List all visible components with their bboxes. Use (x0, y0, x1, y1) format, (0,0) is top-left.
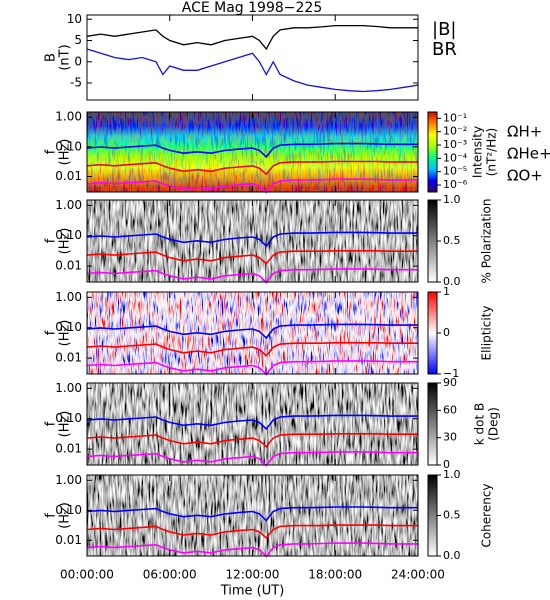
y-tick-label: 1.00 (55, 473, 82, 487)
y-tick-label: 0.10 (55, 411, 82, 425)
chart-title: ACE Mag 1998−225 (182, 0, 322, 16)
colorbar (427, 111, 438, 193)
colorbar-tick-label: −1 (443, 367, 459, 380)
colorbar-tick-label: 0 (443, 458, 450, 471)
plot-frame (86, 474, 419, 557)
colorbar-tick-label: 0.5 (443, 509, 461, 522)
gyrofrequency-line (86, 524, 418, 540)
gyrofrequency-line (86, 250, 418, 265)
gyrofrequency-line (86, 542, 418, 558)
colorbar-tick-label: 10⁻² (443, 125, 467, 138)
x-tick-label: 24:00:00 (391, 568, 445, 582)
y-tick-label: 5 (74, 33, 82, 47)
colorbar-label: Coherency (480, 483, 494, 547)
colorbar-label: Ellipticity (480, 306, 494, 361)
colorbar-label: k dot B (473, 403, 487, 445)
colorbar-label: (Deg) (487, 407, 501, 441)
gyrofrequency-line (86, 231, 418, 248)
colorbar-tick-label: 1.0 (443, 468, 461, 481)
colorbar-label: (nT²/Hz) (485, 128, 499, 176)
colorbar-tick-label: 0.0 (443, 549, 461, 562)
y-tick-label: 10 (67, 12, 82, 26)
colorbar-tick-label: 1.0 (443, 193, 461, 206)
gyrofrequency-line (86, 506, 418, 522)
colorbar-label: Intensity (471, 126, 485, 178)
y-tick-label: -5 (70, 76, 82, 90)
colorbar (427, 291, 438, 375)
legend-label: ΩHe+ (507, 145, 550, 163)
colorbar-tick-label: 0 (443, 326, 450, 339)
y-axis-label: (Hz) (58, 411, 73, 438)
y-tick-label: 0.01 (55, 442, 82, 456)
plot-frame (86, 382, 419, 466)
gyrofrequency-line (86, 160, 418, 176)
colorbar-tick-label: 30 (443, 431, 457, 444)
x-tick-label: 00:00:00 (60, 568, 114, 582)
colorbar-tick-label: 10⁻⁶ (443, 178, 468, 191)
y-tick-label: 1.00 (55, 381, 82, 395)
x-axis-label: Time (UT) (220, 584, 285, 599)
y-tick-label: 0.01 (55, 169, 82, 183)
plot-frame (86, 199, 419, 283)
y-axis-label: f (44, 149, 59, 154)
gyrofrequency-line (86, 142, 418, 159)
data-line (86, 24, 418, 51)
gyrofrequency-line (86, 268, 418, 284)
colorbar-tick-label: 1 (443, 285, 450, 298)
gyrofrequency-line (86, 414, 418, 431)
colorbar-tick-label: 10⁻⁵ (443, 165, 467, 178)
gyrofrequency-line (86, 178, 418, 194)
y-tick-label: 0.01 (55, 259, 82, 273)
y-axis-label: f (44, 421, 59, 426)
y-axis-label: (Hz) (58, 139, 73, 166)
colorbar-tick-label: 90 (443, 376, 457, 389)
legend-label: BR (432, 39, 457, 60)
gyrofrequency-line (86, 342, 418, 357)
x-tick-label: 12:00:00 (226, 568, 280, 582)
y-tick-label: 0.10 (55, 320, 82, 334)
colorbar (427, 199, 438, 283)
y-tick-label: 1.00 (55, 198, 82, 212)
y-tick-label: 0 (74, 54, 82, 68)
y-axis-label: f (44, 238, 59, 243)
legend-label: ΩO+ (507, 167, 543, 185)
gyrofrequency-line (86, 323, 418, 340)
colorbar-tick-label: 10⁻³ (443, 138, 467, 151)
colorbar (427, 474, 438, 557)
gyrofrequency-line (86, 433, 418, 448)
gyrofrequency-line (86, 360, 418, 376)
y-tick-label: 1.00 (55, 110, 82, 124)
y-tick-label: 0.01 (55, 351, 82, 365)
colorbar-tick-label: 0.0 (443, 275, 461, 288)
y-axis-label: (nT) (58, 44, 73, 70)
colorbar-tick-label: 10⁻¹ (443, 111, 467, 124)
colorbar-tick-label: 10⁻⁴ (443, 151, 468, 164)
y-axis-label: (Hz) (58, 502, 73, 529)
colorbar (427, 382, 438, 466)
y-tick-label: 0.10 (55, 503, 82, 517)
x-tick-label: 18:00:00 (308, 568, 362, 582)
plot-frame (86, 111, 419, 193)
y-axis-label: f (44, 513, 59, 518)
colorbar-tick-label: 0.5 (443, 234, 461, 247)
y-axis-label: (Hz) (58, 228, 73, 255)
plot-frame (86, 14, 419, 101)
x-tick-label: 06:00:00 (143, 568, 197, 582)
y-axis-label: (Hz) (58, 320, 73, 347)
y-tick-label: 1.00 (55, 290, 82, 304)
colorbar-label: % Polarization (480, 199, 494, 284)
legend-label: |B| (432, 19, 456, 40)
y-tick-label: 0.10 (55, 228, 82, 242)
y-tick-label: 0.01 (55, 533, 82, 547)
y-axis-label: f (44, 330, 59, 335)
plot-frame (86, 291, 419, 375)
gyrofrequency-line (86, 451, 418, 467)
y-tick-label: 0.10 (55, 139, 82, 153)
colorbar-tick-label: 60 (443, 403, 457, 416)
legend-label: ΩH+ (507, 123, 542, 141)
data-line (86, 48, 419, 93)
y-axis-label: B (44, 53, 59, 62)
